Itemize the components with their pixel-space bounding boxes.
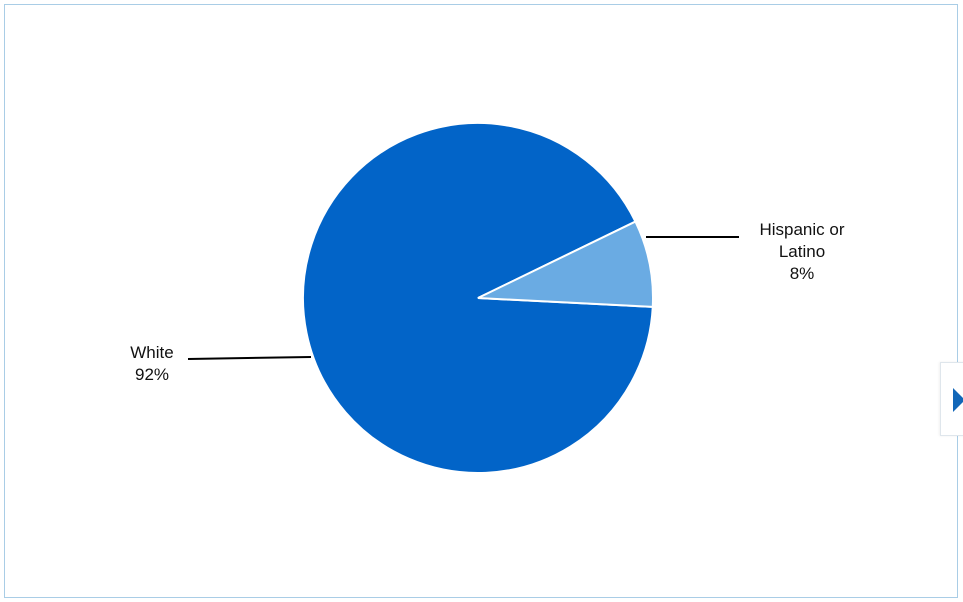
triangle-right-icon <box>953 388 963 412</box>
pie-chart <box>187 122 739 474</box>
slice-label-hispanic: Hispanic or Latino 8% <box>737 219 867 285</box>
slice-name-white: White <box>130 343 174 362</box>
next-slide-button[interactable] <box>940 362 963 436</box>
slice-label-white: White 92% <box>97 342 207 386</box>
pie-slice-hispanic <box>477 220 654 308</box>
chart-frame: White 92% Hispanic or Latino 8% <box>4 4 958 598</box>
slice-percent-white: 92% <box>134 365 170 384</box>
leader-line-white <box>187 356 312 360</box>
slice-name-hispanic-line1: Hispanic or <box>759 220 845 239</box>
slice-percent-hispanic: 8% <box>789 264 815 283</box>
slice-name-hispanic-line2: Latino <box>778 242 826 261</box>
